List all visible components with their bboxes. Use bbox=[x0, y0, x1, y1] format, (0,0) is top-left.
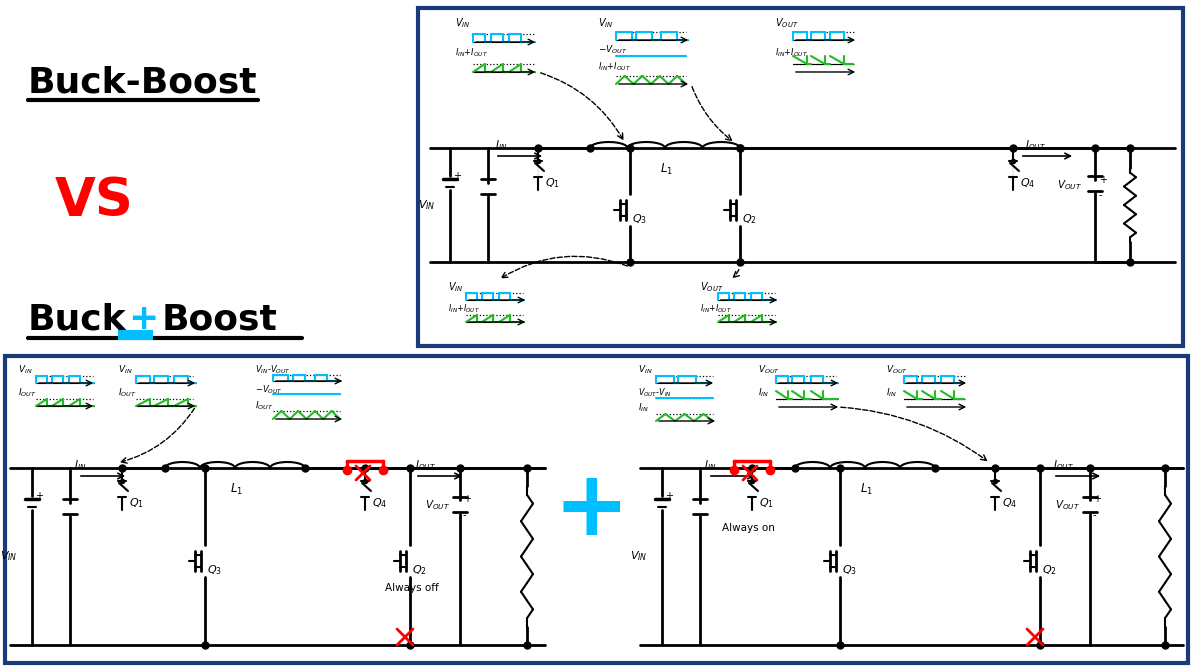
Text: Always off: Always off bbox=[385, 583, 439, 593]
Text: +: + bbox=[35, 491, 43, 501]
Text: $I_{IN}$: $I_{IN}$ bbox=[886, 386, 897, 399]
Text: $L_1$: $L_1$ bbox=[230, 482, 243, 497]
Text: Always on: Always on bbox=[722, 523, 775, 533]
Text: $I_{IN}$+$I_{OUT}$: $I_{IN}$+$I_{OUT}$ bbox=[455, 46, 488, 59]
Text: +: + bbox=[463, 494, 471, 504]
Text: $V_{OUT}$: $V_{OUT}$ bbox=[1055, 498, 1080, 512]
Text: $Q_1$: $Q_1$ bbox=[129, 496, 144, 510]
Text: $Q_3$: $Q_3$ bbox=[208, 563, 222, 576]
Text: $I_{IN}$+$I_{OUT}$: $I_{IN}$+$I_{OUT}$ bbox=[449, 302, 480, 315]
Text: +: + bbox=[1093, 494, 1101, 504]
Text: Buck: Buck bbox=[27, 302, 126, 336]
Text: $V_{OUT}$: $V_{OUT}$ bbox=[1057, 178, 1082, 192]
Text: $V_{IN}$: $V_{IN}$ bbox=[455, 16, 470, 30]
Text: $Q_4$: $Q_4$ bbox=[1002, 496, 1018, 510]
Text: $-V_{OUT}$: $-V_{OUT}$ bbox=[598, 43, 628, 55]
Text: $I_{IN}$: $I_{IN}$ bbox=[74, 458, 86, 472]
Text: +: + bbox=[128, 302, 159, 336]
Text: $I_{OUT}$: $I_{OUT}$ bbox=[18, 386, 37, 399]
Text: $L_1$: $L_1$ bbox=[660, 162, 673, 177]
Text: $V_{OUT}$: $V_{OUT}$ bbox=[425, 498, 450, 512]
Text: $V_{OUT}$: $V_{OUT}$ bbox=[775, 16, 798, 30]
Text: +: + bbox=[1099, 175, 1107, 185]
Text: $I_{IN}$: $I_{IN}$ bbox=[704, 458, 717, 472]
Bar bbox=[118, 330, 153, 340]
Text: -: - bbox=[463, 510, 466, 520]
Text: $V_{OUT}$: $V_{OUT}$ bbox=[700, 280, 724, 294]
Text: $V_{IN}$: $V_{IN}$ bbox=[598, 16, 613, 30]
Text: Boost: Boost bbox=[162, 302, 278, 336]
Text: $-V_{OUT}$: $-V_{OUT}$ bbox=[255, 383, 283, 395]
Text: +: + bbox=[453, 171, 460, 181]
Text: +: + bbox=[665, 491, 673, 501]
Text: $V_{IN}$: $V_{IN}$ bbox=[18, 363, 32, 375]
Bar bbox=[5, 356, 1188, 663]
Text: $V_{IN}$: $V_{IN}$ bbox=[118, 363, 132, 375]
Text: $I_{OUT}$: $I_{OUT}$ bbox=[1025, 138, 1046, 152]
Text: $Q_1$: $Q_1$ bbox=[759, 496, 774, 510]
Bar bbox=[418, 8, 1183, 346]
Text: $V_{IN}$: $V_{IN}$ bbox=[418, 198, 435, 212]
Text: $I_{OUT}$: $I_{OUT}$ bbox=[118, 386, 136, 399]
Text: -: - bbox=[1093, 510, 1096, 520]
Text: $Q_4$: $Q_4$ bbox=[1020, 176, 1036, 190]
Text: +: + bbox=[554, 466, 629, 554]
Text: $I_{IN}$+$I_{OUT}$: $I_{IN}$+$I_{OUT}$ bbox=[700, 302, 731, 315]
Text: -: - bbox=[1099, 190, 1102, 200]
Text: $V_{OUT}$-$V_{IN}$: $V_{OUT}$-$V_{IN}$ bbox=[638, 386, 672, 399]
Text: $I_{IN}$: $I_{IN}$ bbox=[638, 401, 649, 413]
Text: $V_{IN}$: $V_{IN}$ bbox=[449, 280, 464, 294]
Text: $V_{IN}$: $V_{IN}$ bbox=[638, 363, 653, 375]
Text: $Q_3$: $Q_3$ bbox=[842, 563, 857, 576]
Text: $V_{OUT}$: $V_{OUT}$ bbox=[886, 363, 908, 375]
Text: $V_{IN}$: $V_{IN}$ bbox=[630, 549, 648, 563]
Text: $Q_3$: $Q_3$ bbox=[632, 212, 647, 226]
Text: $Q_1$: $Q_1$ bbox=[545, 176, 560, 190]
Text: Buck-Boost: Buck-Boost bbox=[27, 65, 258, 99]
Text: $Q_2$: $Q_2$ bbox=[412, 563, 427, 576]
Text: $Q_2$: $Q_2$ bbox=[742, 212, 756, 226]
Text: $I_{IN}$+$I_{OUT}$: $I_{IN}$+$I_{OUT}$ bbox=[598, 60, 631, 73]
Text: $I_{OUT}$: $I_{OUT}$ bbox=[255, 399, 273, 411]
Text: $I_{OUT}$: $I_{OUT}$ bbox=[415, 458, 435, 472]
Text: $V_{OUT}$: $V_{OUT}$ bbox=[758, 363, 780, 375]
Text: $I_{OUT}$: $I_{OUT}$ bbox=[1053, 458, 1074, 472]
Text: $V_{IN}$-$V_{OUT}$: $V_{IN}$-$V_{OUT}$ bbox=[255, 363, 291, 375]
Text: $L_1$: $L_1$ bbox=[860, 482, 873, 497]
Text: VS: VS bbox=[55, 175, 134, 227]
Text: $Q_4$: $Q_4$ bbox=[372, 496, 388, 510]
Text: $I_{IN}$: $I_{IN}$ bbox=[758, 386, 769, 399]
Text: $V_{IN}$: $V_{IN}$ bbox=[0, 549, 18, 563]
Text: $I_{IN}$+$I_{OUT}$: $I_{IN}$+$I_{OUT}$ bbox=[775, 46, 808, 59]
Text: $I_{IN}$: $I_{IN}$ bbox=[495, 138, 507, 152]
Text: $Q_2$: $Q_2$ bbox=[1041, 563, 1057, 576]
